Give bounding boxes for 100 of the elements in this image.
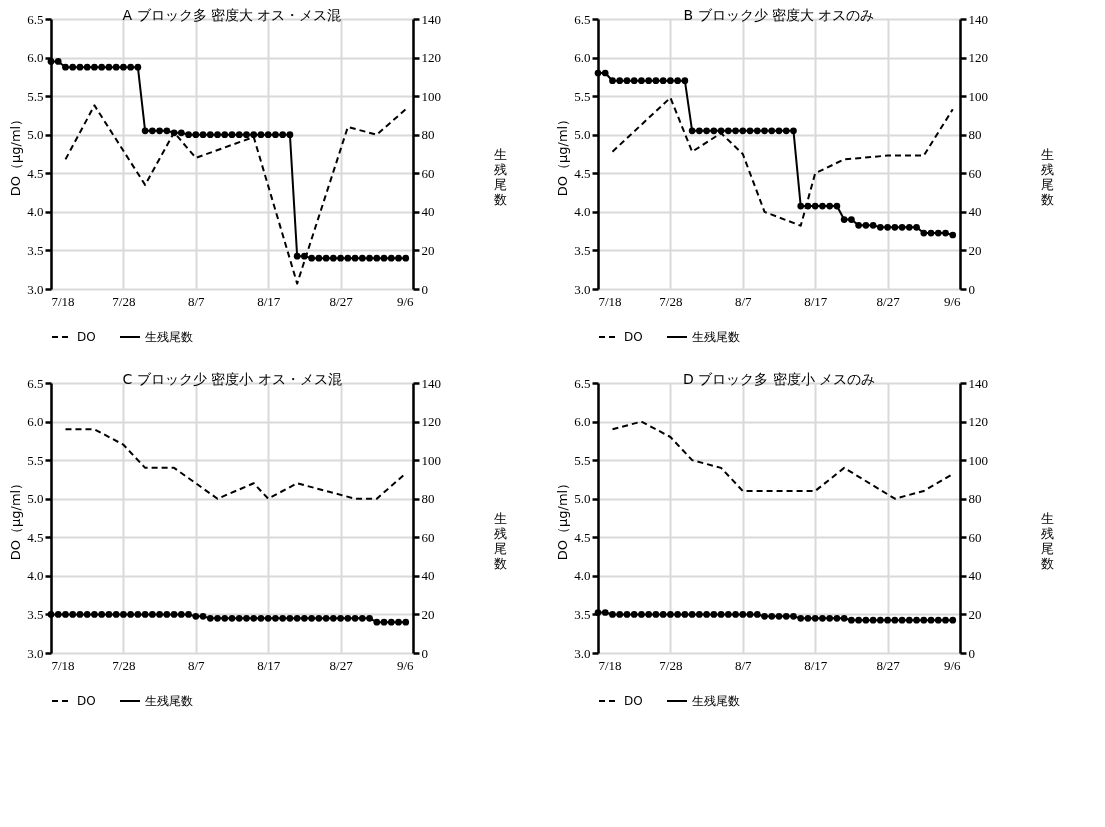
y-tick-label: 3.5 [574, 242, 591, 258]
y-tick-label: 4.0 [27, 568, 44, 584]
x-tick-label: 7/28 [112, 657, 136, 673]
y-tick-label: 6.5 [574, 11, 591, 27]
y2-tick-label: 140 [968, 11, 988, 27]
x-tick-label: 8/17 [804, 657, 828, 673]
x-tick-label: 8/7 [734, 657, 753, 673]
legend-label: DO [77, 330, 96, 344]
x-tick-label: 8/17 [257, 293, 281, 309]
y-tick-label: 4.0 [574, 204, 591, 220]
y-tick-label: 3.0 [574, 281, 591, 297]
x-tick-label: 8/7 [187, 657, 206, 673]
x-tick-label: 7/18 [51, 293, 75, 309]
y2-tick-label: 0 [421, 645, 428, 661]
y-tick-label: 4.5 [27, 529, 44, 545]
y2-tick-label: 80 [968, 127, 982, 143]
x-tick-label: 7/28 [659, 657, 683, 673]
y-tick-label: 4.0 [27, 204, 44, 220]
y-tick-label: 3.5 [27, 242, 44, 258]
y-tick-label: 6.5 [27, 375, 44, 391]
y2-tick-label: 60 [968, 529, 982, 545]
y-tick-label: 3.0 [27, 281, 44, 297]
legend-label: 生残尾数 [145, 330, 193, 344]
x-tick-label: 9/6 [943, 293, 961, 309]
y-tick-label: 5.5 [27, 452, 44, 468]
y2-tick-label: 100 [421, 88, 441, 104]
y2-tick-label: 20 [421, 242, 435, 258]
y2-tick-label: 20 [968, 606, 982, 622]
x-tick-label: 7/28 [112, 293, 136, 309]
y2-tick-label: 140 [421, 11, 441, 27]
y2-tick-label: 60 [421, 165, 435, 181]
y2-tick-label: 40 [968, 568, 982, 584]
y-tick-label: 5.0 [27, 127, 44, 143]
y2-tick-label: 100 [421, 452, 441, 468]
legend-label: 生残尾数 [692, 330, 740, 344]
x-tick-label: 8/17 [257, 657, 281, 673]
x-tick-label: 8/27 [876, 293, 901, 309]
chart-title: D ブロック多 密度小 メスのみ [682, 371, 876, 387]
y-tick-label: 6.0 [574, 414, 591, 430]
x-tick-label: 7/18 [598, 293, 622, 309]
x-tick-label: 7/18 [598, 657, 622, 673]
x-tick-label: 9/6 [396, 293, 414, 309]
y2-tick-label: 120 [421, 414, 441, 430]
y-tick-label: 5.5 [27, 88, 44, 104]
y-tick-label: 6.0 [574, 50, 591, 66]
y2-tick-label: 120 [968, 50, 988, 66]
chart-title: A ブロック多 密度大 オス・メス混 [122, 7, 342, 23]
x-tick-label: 8/27 [329, 657, 354, 673]
y-axis-title: DO（μg/ml） [555, 476, 571, 561]
y2-tick-label: 40 [968, 204, 982, 220]
y-tick-label: 6.5 [574, 375, 591, 391]
legend-label: DO [77, 694, 96, 708]
y-tick-label: 6.5 [27, 11, 44, 27]
y-tick-label: 3.0 [27, 645, 44, 661]
y2-tick-label: 20 [421, 606, 435, 622]
y2-tick-label: 40 [421, 568, 435, 584]
y2-tick-label: 140 [421, 375, 441, 391]
y-axis-title: DO（μg/ml） [555, 112, 571, 197]
y2-axis-title: 生残尾数 [1040, 510, 1054, 571]
y-tick-label: 5.5 [574, 88, 591, 104]
y-tick-label: 6.0 [27, 50, 44, 66]
x-tick-label: 8/27 [329, 293, 354, 309]
y2-tick-label: 80 [421, 491, 435, 507]
legend-label: DO [624, 330, 643, 344]
x-tick-label: 7/18 [51, 657, 75, 673]
y-tick-label: 6.0 [27, 414, 44, 430]
y-tick-label: 4.5 [574, 529, 591, 545]
y2-tick-label: 80 [421, 127, 435, 143]
legend-label: DO [624, 694, 643, 708]
y2-tick-label: 60 [968, 165, 982, 181]
y2-axis-title: 生残尾数 [1040, 146, 1054, 207]
chart-title: B ブロック少 密度大 オスのみ [683, 7, 875, 23]
y-tick-label: 5.0 [574, 491, 591, 507]
y2-tick-label: 0 [968, 645, 975, 661]
legend-label: 生残尾数 [692, 694, 740, 708]
y2-tick-label: 0 [968, 281, 975, 297]
y-tick-label: 3.5 [574, 606, 591, 622]
y2-tick-label: 60 [421, 529, 435, 545]
y2-axis-title: 生残尾数 [493, 146, 507, 207]
y2-tick-label: 40 [421, 204, 435, 220]
chart-title: C ブロック少 密度小 オス・メス混 [122, 371, 342, 387]
y2-axis-title: 生残尾数 [493, 510, 507, 571]
y2-tick-label: 120 [421, 50, 441, 66]
y2-tick-label: 100 [968, 452, 988, 468]
y2-tick-label: 0 [421, 281, 428, 297]
y-tick-label: 4.0 [574, 568, 591, 584]
y-tick-label: 5.0 [27, 491, 44, 507]
y-tick-label: 4.5 [27, 165, 44, 181]
y-axis-title: DO（μg/ml） [8, 112, 24, 197]
y-tick-label: 5.0 [574, 127, 591, 143]
y2-tick-label: 80 [968, 491, 982, 507]
x-tick-label: 9/6 [396, 657, 414, 673]
x-tick-label: 8/7 [187, 293, 206, 309]
legend-label: 生残尾数 [145, 694, 193, 708]
y-tick-label: 3.0 [574, 645, 591, 661]
y-tick-label: 4.5 [574, 165, 591, 181]
y2-tick-label: 120 [968, 414, 988, 430]
x-tick-label: 9/6 [943, 657, 961, 673]
y2-tick-label: 100 [968, 88, 988, 104]
line-series [611, 420, 954, 500]
